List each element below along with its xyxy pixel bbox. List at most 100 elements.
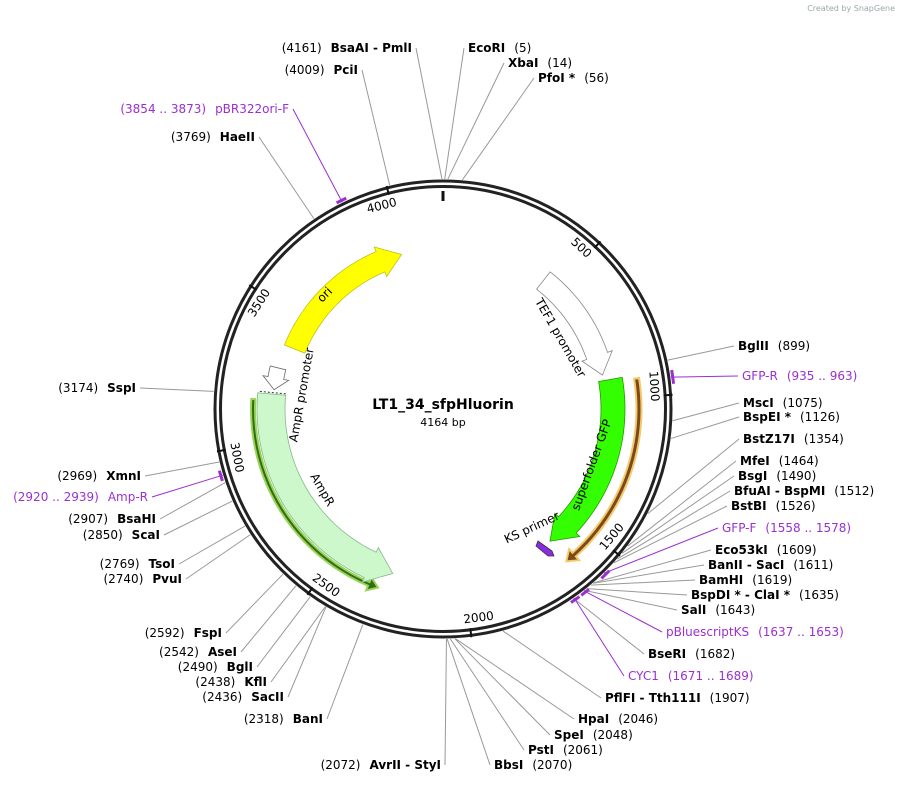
site-name: BstZ17I	[743, 432, 795, 446]
primer-site	[600, 569, 611, 580]
site-name: BbsI	[494, 758, 523, 772]
ring-tick-label: 1000	[646, 371, 662, 402]
site-label: MfeI (1464)	[740, 454, 819, 468]
site-position: (56)	[584, 71, 609, 85]
site-label: (2318) BanI	[244, 712, 323, 726]
site-name: TsoI	[149, 557, 175, 571]
site-label: HpaI (2046)	[578, 712, 658, 726]
leader-line	[178, 525, 246, 565]
ring-tick-label: 2000	[463, 609, 495, 627]
site-name: SalI	[681, 603, 706, 617]
site-label: (4161) BsaAI - PmlI	[282, 41, 412, 55]
ring-tick	[469, 628, 473, 638]
site-label: SalI (1643)	[681, 603, 755, 617]
site-name: FspI	[194, 626, 222, 640]
ring-tick	[663, 393, 673, 397]
primer-site	[570, 595, 581, 604]
site-label: (3769) HaeII	[171, 130, 255, 144]
leader-line	[455, 638, 575, 720]
ring-inner	[219, 185, 667, 633]
leader-line	[240, 585, 297, 653]
site-position: (1526)	[776, 499, 816, 513]
site-label: MscI (1075)	[743, 396, 823, 410]
site-name: AseI	[208, 645, 237, 659]
site-label: PstI (2061)	[528, 743, 603, 757]
leader-line	[621, 475, 735, 554]
feature-arrow	[284, 246, 403, 354]
site-position: (3854 .. 3873)	[120, 102, 206, 116]
site-name: PfoI *	[538, 71, 576, 85]
site-name: BspDI * - ClaI *	[691, 588, 791, 602]
leader-line	[590, 579, 696, 586]
site-position: (1682)	[695, 647, 735, 661]
leader-line	[326, 624, 364, 720]
site-name: BanI	[293, 712, 323, 726]
leader-line	[270, 606, 326, 683]
site-name: XbaI	[508, 56, 538, 70]
leader-line	[225, 573, 284, 634]
ring-tick	[216, 448, 226, 453]
site-name: BsaAI - PmlI	[331, 41, 412, 55]
leader-line	[185, 534, 251, 580]
ring-outer	[213, 179, 673, 639]
site-label: BsgI (1490)	[738, 469, 816, 483]
site-position: (1490)	[776, 469, 816, 483]
site-label: PflFI - Tth111I (1907)	[605, 691, 750, 705]
site-name: pBR322ori-F	[215, 102, 289, 116]
site-position: (1126)	[800, 410, 840, 424]
site-label: (3854 .. 3873) pBR322ori-F	[120, 102, 289, 116]
site-position: (1619)	[752, 573, 792, 587]
site-name: AvrII - StyI	[369, 758, 441, 772]
site-position: (935 .. 963)	[787, 369, 857, 383]
site-label: Eco53kI (1609)	[715, 543, 817, 557]
leader-line	[603, 527, 719, 574]
site-label: (2769) TsoI	[100, 557, 175, 571]
leader-line	[586, 588, 688, 596]
site-position: (1637 .. 1653)	[758, 625, 844, 639]
site-label: (2072) AvrII - StyI	[321, 758, 441, 772]
leader-line	[144, 461, 220, 477]
leader-line	[667, 345, 735, 361]
site-position: (2907)	[68, 512, 108, 526]
site-label: BamHI (1619)	[699, 573, 792, 587]
leader-line	[454, 638, 551, 736]
site-label: BfuAI - BspMI (1512)	[734, 484, 874, 498]
site-label: BstZ17I (1354)	[743, 432, 844, 446]
ring-tick	[385, 185, 390, 195]
site-label: BseRI (1682)	[648, 647, 735, 661]
site-label: BanII - SacI (1611)	[708, 558, 833, 572]
leader-line	[502, 630, 602, 699]
ring-tick-label: 2500	[310, 571, 343, 600]
site-position: (1558 .. 1578)	[765, 521, 851, 535]
site-position: (1354)	[804, 432, 844, 446]
site-position: (14)	[547, 56, 572, 70]
site-label: EcoRI (5)	[468, 41, 531, 55]
feature-arrow	[565, 376, 643, 563]
site-position: (2490)	[178, 660, 218, 674]
site-position: (4009)	[285, 63, 325, 77]
leader-line	[415, 47, 443, 180]
leader-line	[256, 596, 311, 668]
leader-line	[627, 460, 737, 547]
leader-line	[672, 402, 740, 422]
site-name: KflI	[244, 675, 267, 689]
site-position: (2769)	[100, 557, 140, 571]
leader-line	[573, 597, 625, 677]
site-label: (4009) PciI	[285, 63, 358, 77]
site-label: (2740) PvuI	[103, 572, 182, 586]
site-name: BfuAI - BspMI	[734, 484, 825, 498]
site-name: BglI	[227, 660, 253, 674]
site-name: GFP-R	[742, 369, 778, 383]
feature-arrow	[249, 397, 380, 592]
leader-line	[151, 474, 223, 498]
site-name: BsgI	[738, 469, 767, 483]
site-name: HaeII	[220, 130, 255, 144]
site-position: (2070)	[532, 758, 572, 772]
ks-primer-mark	[535, 540, 555, 557]
ring-tick	[248, 284, 258, 291]
primer-site	[580, 588, 590, 597]
leader-line	[287, 606, 327, 698]
site-name: BsaHI	[117, 512, 156, 526]
site-position: (1075)	[783, 396, 823, 410]
